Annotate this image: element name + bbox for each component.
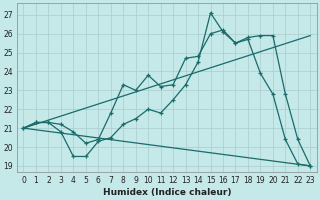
X-axis label: Humidex (Indice chaleur): Humidex (Indice chaleur) [103,188,231,197]
